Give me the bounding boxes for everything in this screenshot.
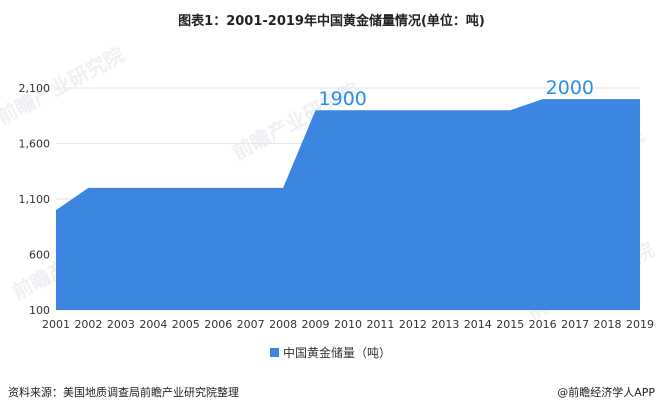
x-tick-label: 2017 [561, 318, 589, 331]
y-tick-label: 1,600 [19, 138, 51, 151]
x-tick-label: 2019 [626, 318, 654, 331]
data-label: 1900 [319, 88, 367, 110]
x-tick-label: 2008 [269, 318, 297, 331]
y-tick-label: 1,100 [19, 193, 51, 206]
x-tick-label: 2009 [302, 318, 330, 331]
x-tick-label: 2010 [334, 318, 362, 331]
legend-label: 中国黄金储量（吨） [283, 345, 391, 360]
x-tick-label: 2014 [464, 318, 492, 331]
y-tick-label: 100 [29, 304, 50, 317]
x-tick-label: 2018 [594, 318, 622, 331]
series-area [56, 99, 640, 310]
x-tick-label: 2011 [366, 318, 394, 331]
x-tick-label: 2004 [139, 318, 167, 331]
x-tick-label: 2003 [107, 318, 135, 331]
y-tick-label: 600 [29, 249, 50, 262]
legend-swatch [270, 348, 279, 357]
chart-title: 图表1：2001-2019年中国黄金储量情况(单位：吨) [178, 14, 485, 29]
x-tick-label: 2015 [496, 318, 524, 331]
x-tick-label: 2006 [204, 318, 232, 331]
x-tick-label: 2005 [172, 318, 200, 331]
y-tick-label: 2,100 [19, 82, 51, 95]
x-tick-label: 2001 [42, 318, 70, 331]
source-note: 资料来源：美国地质调查局前瞻产业研究院整理 [8, 386, 239, 399]
x-tick-label: 2002 [74, 318, 102, 331]
brand-label: @前瞻经济学人APP [557, 386, 655, 399]
x-tick-label: 2013 [431, 318, 459, 331]
x-tick-label: 2016 [529, 318, 557, 331]
x-tick-label: 2012 [399, 318, 427, 331]
data-label: 2000 [546, 77, 594, 99]
x-tick-label: 2007 [237, 318, 265, 331]
